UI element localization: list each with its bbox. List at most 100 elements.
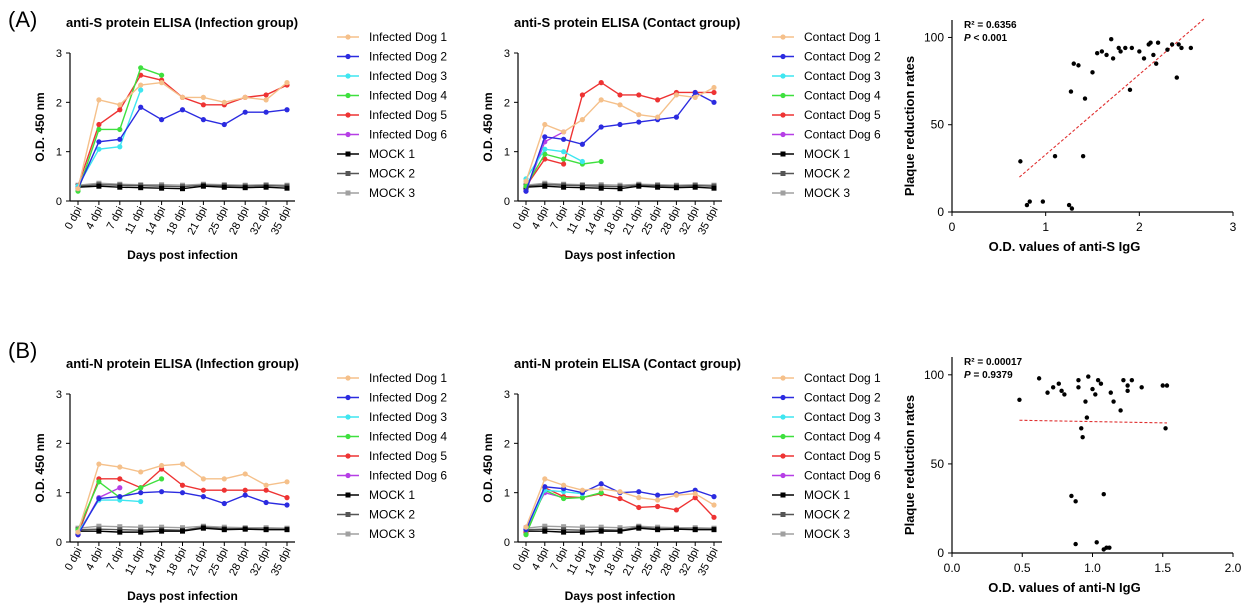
data-point [159, 117, 165, 123]
regression-line [1019, 419, 1167, 424]
p-value: = 0.9379 [971, 370, 1013, 381]
scatter-point [1073, 499, 1078, 504]
legend-marker [345, 92, 351, 99]
data-point [221, 99, 227, 105]
data-point [96, 121, 102, 128]
data-point [200, 525, 206, 531]
data-point [117, 102, 123, 108]
data-point [179, 94, 186, 100]
data-point [117, 126, 123, 133]
p-value-label: P = 0.9379 [964, 370, 1013, 381]
data-point [711, 84, 717, 91]
x-tick-label: 0 dpi [63, 205, 85, 232]
legend-label: Contact Dog 4 [804, 430, 881, 444]
data-point [617, 92, 623, 98]
y-axis-label: O.D. 450 nm [481, 433, 495, 502]
data-point [655, 492, 661, 498]
y-tick-label: 0 [56, 537, 62, 549]
scatter-point [1111, 399, 1116, 404]
scatter-point [1155, 40, 1161, 45]
data-point [138, 185, 144, 191]
data-point [711, 185, 717, 191]
legend-label: MOCK 3 [369, 527, 415, 541]
data-point [221, 527, 227, 533]
scatter-point [1059, 388, 1064, 394]
y-tick-label: 0 [56, 196, 62, 208]
data-point [221, 476, 227, 482]
data-point [242, 94, 248, 100]
legend-marker [780, 531, 786, 537]
legend-marker [780, 492, 786, 498]
scatter-point [1169, 42, 1175, 47]
legend-marker [345, 73, 351, 79]
legend-label: Infected Dog 2 [369, 50, 447, 64]
data-point [263, 184, 269, 190]
scatter-point [1125, 388, 1130, 394]
x-tick-label: 3 [1230, 220, 1237, 234]
legend-label: Contact Dog 3 [804, 69, 881, 83]
scatter-point [1116, 45, 1121, 51]
data-point [138, 524, 144, 530]
data-point [692, 495, 698, 501]
legend-marker [780, 171, 786, 176]
y-tick-label: 100 [924, 368, 944, 382]
data-point [138, 82, 144, 88]
data-point [542, 146, 548, 152]
legend-label: Contact Dog 3 [804, 410, 881, 424]
legend-marker [345, 190, 351, 196]
legend-label: Contact Dog 2 [804, 391, 881, 405]
legend-label: Infected Dog 5 [369, 449, 447, 463]
legend-label: MOCK 2 [369, 167, 415, 181]
scatter-point [1018, 159, 1023, 164]
chart-title: anti-S protein ELISA (Infection group) [66, 15, 298, 30]
x-axis-label: Days post infection [565, 589, 676, 603]
legend-label: Contact Dog 1 [804, 30, 881, 44]
x-tick-label: 4 dpi [530, 546, 552, 573]
legend-label: Contact Dog 6 [804, 469, 881, 483]
data-point [598, 486, 604, 492]
y-axis-label: O.D. 450 nm [33, 92, 47, 161]
data-point [598, 185, 604, 191]
x-tick-label: 4 dpi [84, 546, 106, 573]
legend-marker [780, 414, 786, 420]
data-point [579, 529, 585, 535]
line-chart: anti-S protein ELISA (Contact group) 0 1 2 3… [481, 15, 881, 262]
x-tick-label: 0 dpi [63, 546, 85, 573]
scatter-chart: 0 50 100 0 1 2 3 O.D. values of anti-S IgG Plaqu… [902, 17, 1237, 254]
line-chart: anti-N protein ELISA (Contact group) 0 1 2 3… [481, 356, 881, 603]
x-tick-label: 7 dpi [105, 546, 127, 573]
scatter-point [1099, 49, 1105, 54]
data-point [284, 185, 290, 191]
data-point [263, 487, 269, 493]
data-point [636, 183, 642, 189]
data-point [96, 146, 102, 152]
data-point [561, 482, 567, 488]
data-point [523, 178, 529, 184]
data-point [673, 92, 680, 98]
scatter-point [1188, 45, 1194, 51]
data-point [96, 461, 102, 467]
data-point [117, 107, 123, 113]
y-tick-label: 50 [931, 457, 945, 471]
data-point [561, 184, 567, 190]
scatter-point [1095, 377, 1101, 383]
data-point [284, 502, 290, 508]
data-point [242, 109, 248, 115]
scatter-point [1094, 50, 1100, 56]
data-point [200, 487, 206, 493]
x-tick-label: 0.0 [944, 561, 961, 575]
data-point [117, 144, 123, 150]
data-point [263, 109, 269, 115]
data-point [96, 523, 102, 529]
data-point [138, 104, 144, 110]
scatter-point [1109, 37, 1114, 42]
y-tick-label: 1 [56, 147, 62, 159]
y-tick-label: 0 [937, 546, 944, 560]
scatter-point [1080, 434, 1085, 440]
x-axis-label: Days post infection [127, 248, 238, 262]
y-tick-label: 3 [56, 389, 62, 401]
data-point [561, 136, 567, 142]
data-point [542, 121, 548, 128]
data-point [159, 528, 165, 534]
